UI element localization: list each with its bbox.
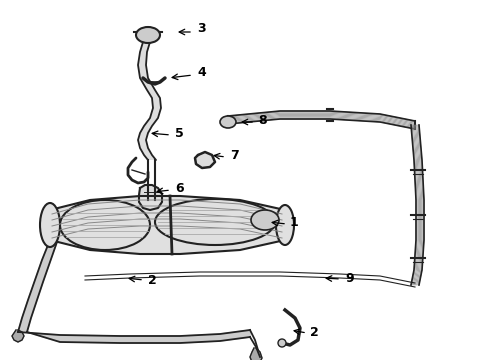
Text: 7: 7 (230, 149, 239, 162)
Ellipse shape (60, 200, 150, 250)
Polygon shape (139, 185, 162, 210)
Ellipse shape (278, 339, 286, 347)
Polygon shape (18, 330, 250, 343)
Text: 1: 1 (290, 216, 299, 229)
Ellipse shape (155, 199, 275, 245)
Text: 4: 4 (197, 66, 206, 78)
Text: 3: 3 (197, 22, 206, 35)
Ellipse shape (40, 203, 60, 247)
Ellipse shape (220, 116, 236, 128)
Polygon shape (138, 42, 161, 160)
Polygon shape (195, 152, 215, 168)
Text: 6: 6 (175, 181, 184, 194)
Text: 2: 2 (310, 327, 319, 339)
Text: 2: 2 (148, 274, 157, 287)
Polygon shape (50, 196, 285, 254)
Polygon shape (250, 348, 262, 360)
Ellipse shape (251, 210, 279, 230)
Ellipse shape (276, 205, 294, 245)
Text: 8: 8 (258, 113, 267, 126)
Polygon shape (18, 240, 57, 332)
Text: 9: 9 (345, 271, 354, 284)
Polygon shape (12, 330, 24, 342)
Ellipse shape (136, 27, 160, 43)
Text: 5: 5 (175, 126, 184, 140)
